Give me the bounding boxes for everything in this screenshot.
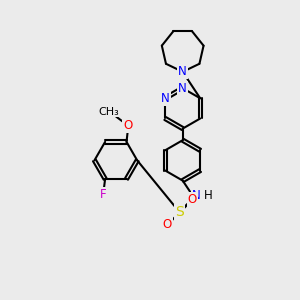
Text: S: S	[175, 206, 184, 219]
Text: H: H	[204, 189, 213, 202]
Text: O: O	[188, 194, 197, 206]
Text: O: O	[163, 218, 172, 231]
Text: N: N	[161, 92, 170, 105]
Text: N: N	[192, 189, 200, 202]
Text: N: N	[178, 82, 187, 95]
Text: F: F	[100, 188, 107, 201]
Text: O: O	[123, 119, 133, 132]
Text: CH₃: CH₃	[98, 106, 119, 117]
Text: N: N	[178, 65, 187, 78]
